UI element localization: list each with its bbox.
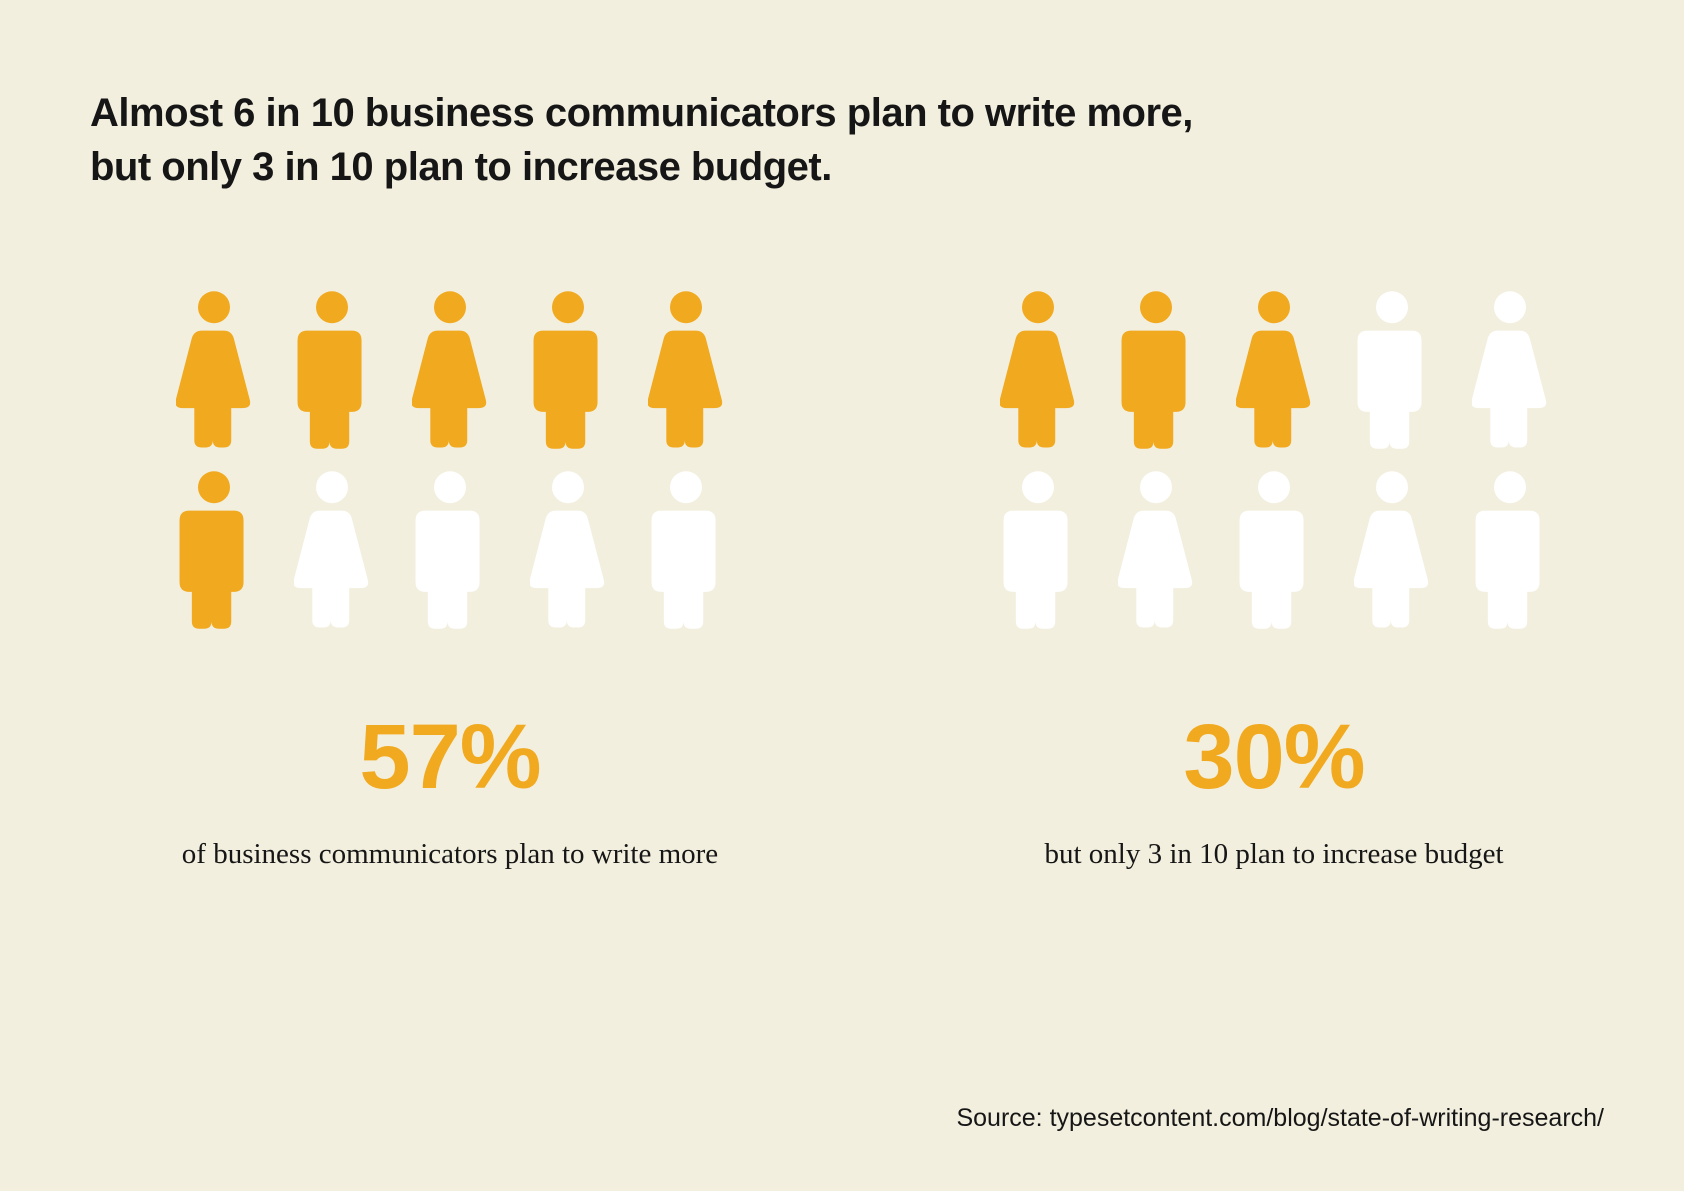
person-icon bbox=[1236, 470, 1312, 630]
people-grid bbox=[1000, 280, 1548, 650]
person-icon bbox=[648, 290, 724, 450]
source-text: Source: typesetcontent.com/blog/state-of… bbox=[956, 1104, 1604, 1133]
person-icon bbox=[1472, 470, 1548, 630]
person-icon bbox=[176, 470, 252, 630]
headline-line-1: Almost 6 in 10 business communicators pl… bbox=[90, 86, 1193, 140]
stat-value: 57% bbox=[359, 705, 540, 810]
person-icon bbox=[412, 470, 488, 630]
person-icon bbox=[1354, 470, 1430, 630]
stat-value: 30% bbox=[1183, 705, 1364, 810]
person-icon bbox=[294, 470, 370, 630]
people-row bbox=[176, 290, 724, 450]
people-row bbox=[1000, 290, 1548, 450]
person-icon bbox=[1000, 290, 1076, 450]
headline: Almost 6 in 10 business communicators pl… bbox=[90, 86, 1193, 194]
panels-container: 57% of business communicators plan to wri… bbox=[120, 280, 1604, 871]
person-icon bbox=[1118, 290, 1194, 450]
person-icon bbox=[530, 470, 606, 630]
person-icon bbox=[176, 290, 252, 450]
panel-increase-budget: 30% but only 3 in 10 plan to increase bud… bbox=[944, 280, 1604, 871]
person-icon bbox=[412, 290, 488, 450]
stat-caption: but only 3 in 10 plan to increase budget bbox=[1044, 838, 1503, 871]
person-icon bbox=[1354, 290, 1430, 450]
person-icon bbox=[1118, 470, 1194, 630]
person-icon bbox=[530, 290, 606, 450]
person-icon bbox=[648, 470, 724, 630]
person-icon bbox=[294, 290, 370, 450]
stat-caption: of business communicators plan to write … bbox=[182, 838, 718, 871]
people-row bbox=[176, 470, 724, 630]
person-icon bbox=[1236, 290, 1312, 450]
person-icon bbox=[1000, 470, 1076, 630]
panel-write-more: 57% of business communicators plan to wri… bbox=[120, 280, 780, 871]
person-icon bbox=[1472, 290, 1548, 450]
people-row bbox=[1000, 470, 1548, 630]
people-grid bbox=[176, 280, 724, 650]
headline-line-2: but only 3 in 10 plan to increase budget… bbox=[90, 140, 1193, 194]
